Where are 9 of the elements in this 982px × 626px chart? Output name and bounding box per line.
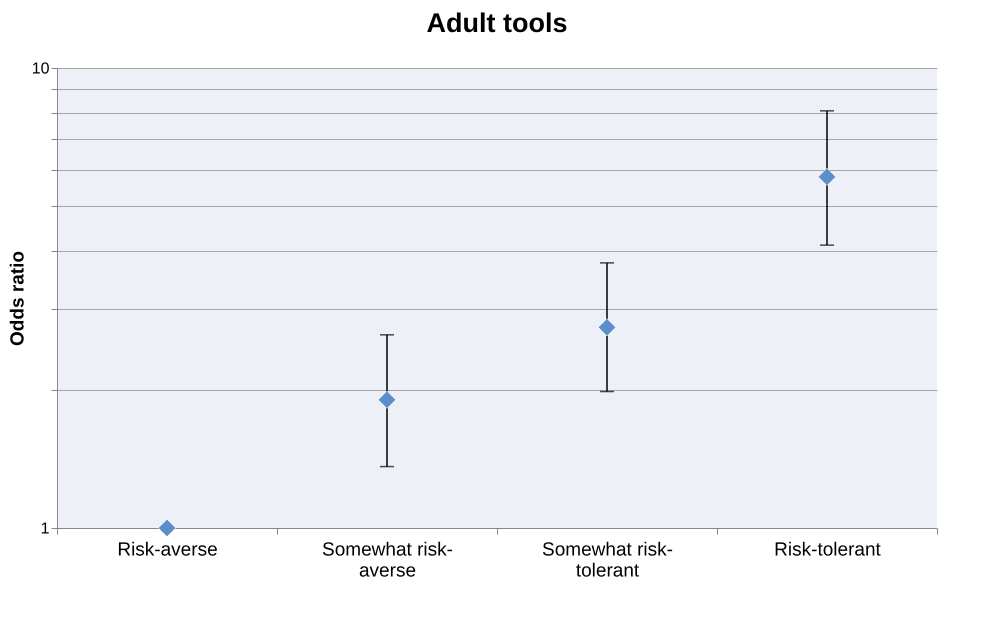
- y-axis-title: Odds ratio: [8, 250, 29, 346]
- x-tick-label: Somewhat risk-averse: [322, 540, 453, 582]
- point: [818, 168, 836, 186]
- x-tick-label: Somewhat risk-tolerant: [542, 540, 673, 582]
- x-tick-label: Risk-tolerant: [774, 540, 882, 560]
- y-tick-label: 10: [32, 60, 50, 78]
- y-tick-label: 1: [40, 520, 50, 538]
- x-tick-label: Risk-averse: [117, 540, 218, 560]
- chart-title: Adult tools: [426, 8, 568, 38]
